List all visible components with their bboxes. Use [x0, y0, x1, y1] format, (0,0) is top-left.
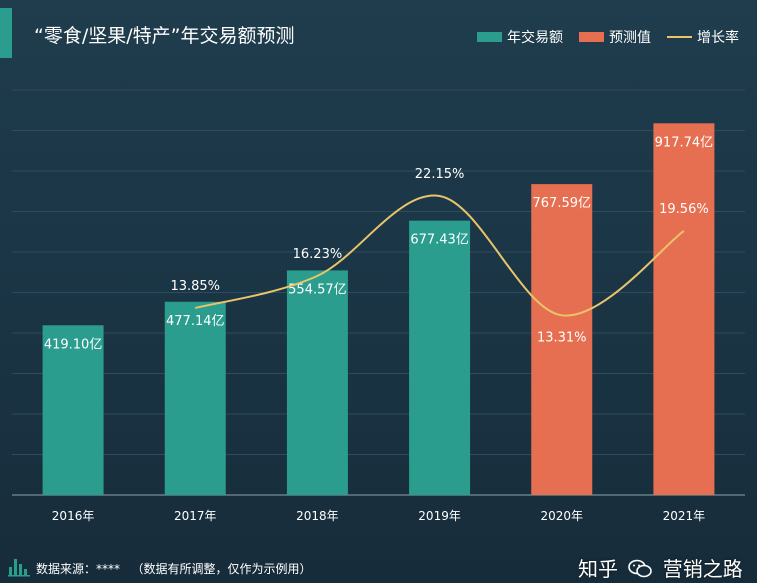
bar-forecast	[653, 123, 715, 495]
bar-value-label: 677.43亿	[410, 233, 469, 248]
legend-item-forecast[interactable]: 预测值	[579, 27, 651, 47]
legend-swatch-forecast	[579, 32, 604, 42]
growth-rate-label: 16.23%	[293, 247, 343, 262]
title-accent-bar	[0, 8, 12, 58]
x-tick-label: 2018年	[296, 509, 339, 523]
footer: 数据来源：**** （数据有所调整，仅作为示例用） 知乎 营销之路	[0, 549, 757, 583]
x-tick-label: 2016年	[52, 509, 95, 523]
chart-legend: 年交易额 预测值 增长率	[477, 27, 739, 47]
bar-actual	[409, 220, 471, 495]
watermark-site: 知乎	[578, 557, 618, 581]
data-source-note: 数据来源：**** （数据有所调整，仅作为示例用）	[36, 562, 312, 576]
legend-label-actual: 年交易额	[507, 30, 563, 46]
bar-actual	[164, 301, 226, 495]
bar-value-label: 917.74亿	[655, 135, 714, 150]
bar-value-label: 554.57亿	[288, 282, 347, 297]
watermark-account: 营销之路	[662, 557, 743, 581]
legend-item-rate[interactable]: 增长率	[667, 27, 739, 47]
bar-forecast	[531, 184, 593, 496]
chart-title: “零食/坚果/特产”年交易额预测	[34, 25, 295, 47]
bar-value-label: 767.59亿	[533, 196, 592, 211]
growth-rate-line	[194, 194, 685, 317]
bar-value-label: 419.10亿	[44, 337, 103, 352]
x-tick-label: 2020年	[540, 509, 583, 523]
growth-rate-label: 13.31%	[537, 330, 587, 345]
chart-canvas: 419.10亿 477.14亿 554.57亿 677.43亿 767.59亿 917.7…	[12, 89, 745, 523]
bar-actual	[286, 270, 348, 495]
legend-label-rate: 增长率	[697, 30, 739, 46]
growth-rate-label: 22.15%	[415, 167, 465, 182]
watermark: 知乎 营销之路	[578, 553, 743, 582]
growth-rate-label: 19.56%	[659, 202, 709, 217]
growth-rate-label: 13.85%	[170, 279, 220, 294]
legend-swatch-rate	[667, 36, 692, 38]
legend-label-forecast: 预测值	[609, 30, 651, 46]
bar-actual	[42, 325, 104, 495]
x-tick-label: 2019年	[418, 509, 461, 523]
bar-chart-icon	[8, 559, 30, 577]
wechat-logo-icon	[628, 559, 653, 578]
x-tick-label: 2017年	[174, 509, 217, 523]
legend-swatch-actual	[477, 32, 502, 42]
legend-item-actual[interactable]: 年交易额	[477, 27, 563, 47]
bar-value-label: 477.14亿	[166, 314, 225, 329]
x-tick-label: 2021年	[663, 509, 706, 523]
